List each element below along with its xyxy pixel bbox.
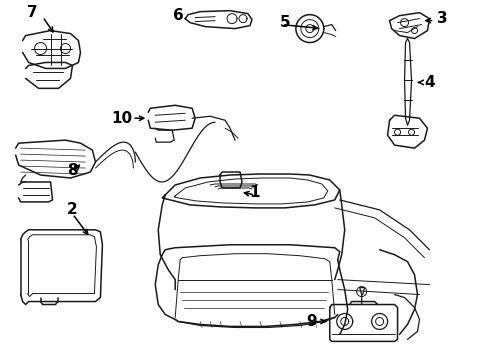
Text: 7: 7: [27, 5, 38, 20]
Text: 6: 6: [173, 8, 184, 23]
Text: 2: 2: [67, 202, 78, 217]
Text: 9: 9: [307, 314, 317, 329]
Text: 1: 1: [250, 185, 260, 201]
Text: 8: 8: [67, 162, 78, 177]
Text: 3: 3: [437, 11, 448, 26]
Text: 5: 5: [280, 15, 290, 30]
Text: 10: 10: [112, 111, 133, 126]
Text: 4: 4: [424, 75, 435, 90]
